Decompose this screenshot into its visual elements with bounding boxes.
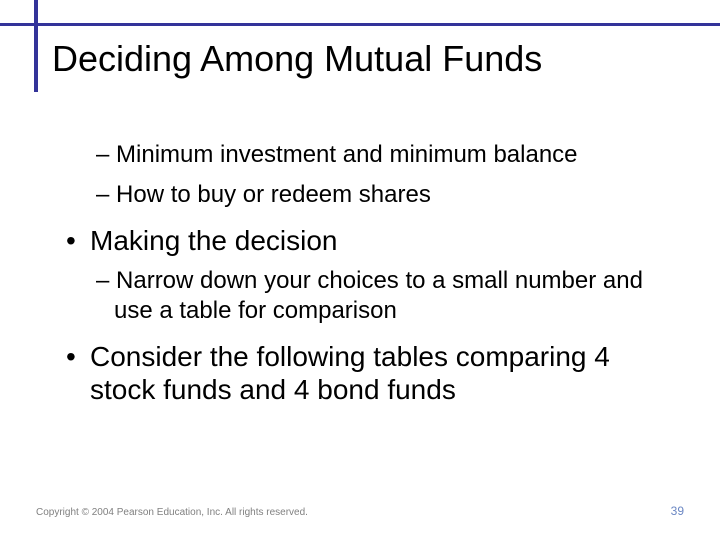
slide-content: – Minimum investment and minimum balance… — [60, 140, 670, 415]
accent-line-vertical — [34, 0, 38, 92]
bullet: Consider the following tables comparing … — [60, 340, 670, 407]
slide-title: Deciding Among Mutual Funds — [52, 38, 542, 80]
accent-line-horizontal — [0, 23, 720, 26]
sub-bullet: – Minimum investment and minimum balance — [60, 140, 670, 170]
slide: Deciding Among Mutual Funds – Minimum in… — [0, 0, 720, 540]
footer-copyright: Copyright © 2004 Pearson Education, Inc.… — [36, 507, 308, 518]
footer-page-number: 39 — [671, 504, 684, 518]
sub-bullet: – Narrow down your choices to a small nu… — [60, 266, 670, 326]
sub-bullet: – How to buy or redeem shares — [60, 180, 670, 210]
bullet: Making the decision — [60, 224, 670, 258]
